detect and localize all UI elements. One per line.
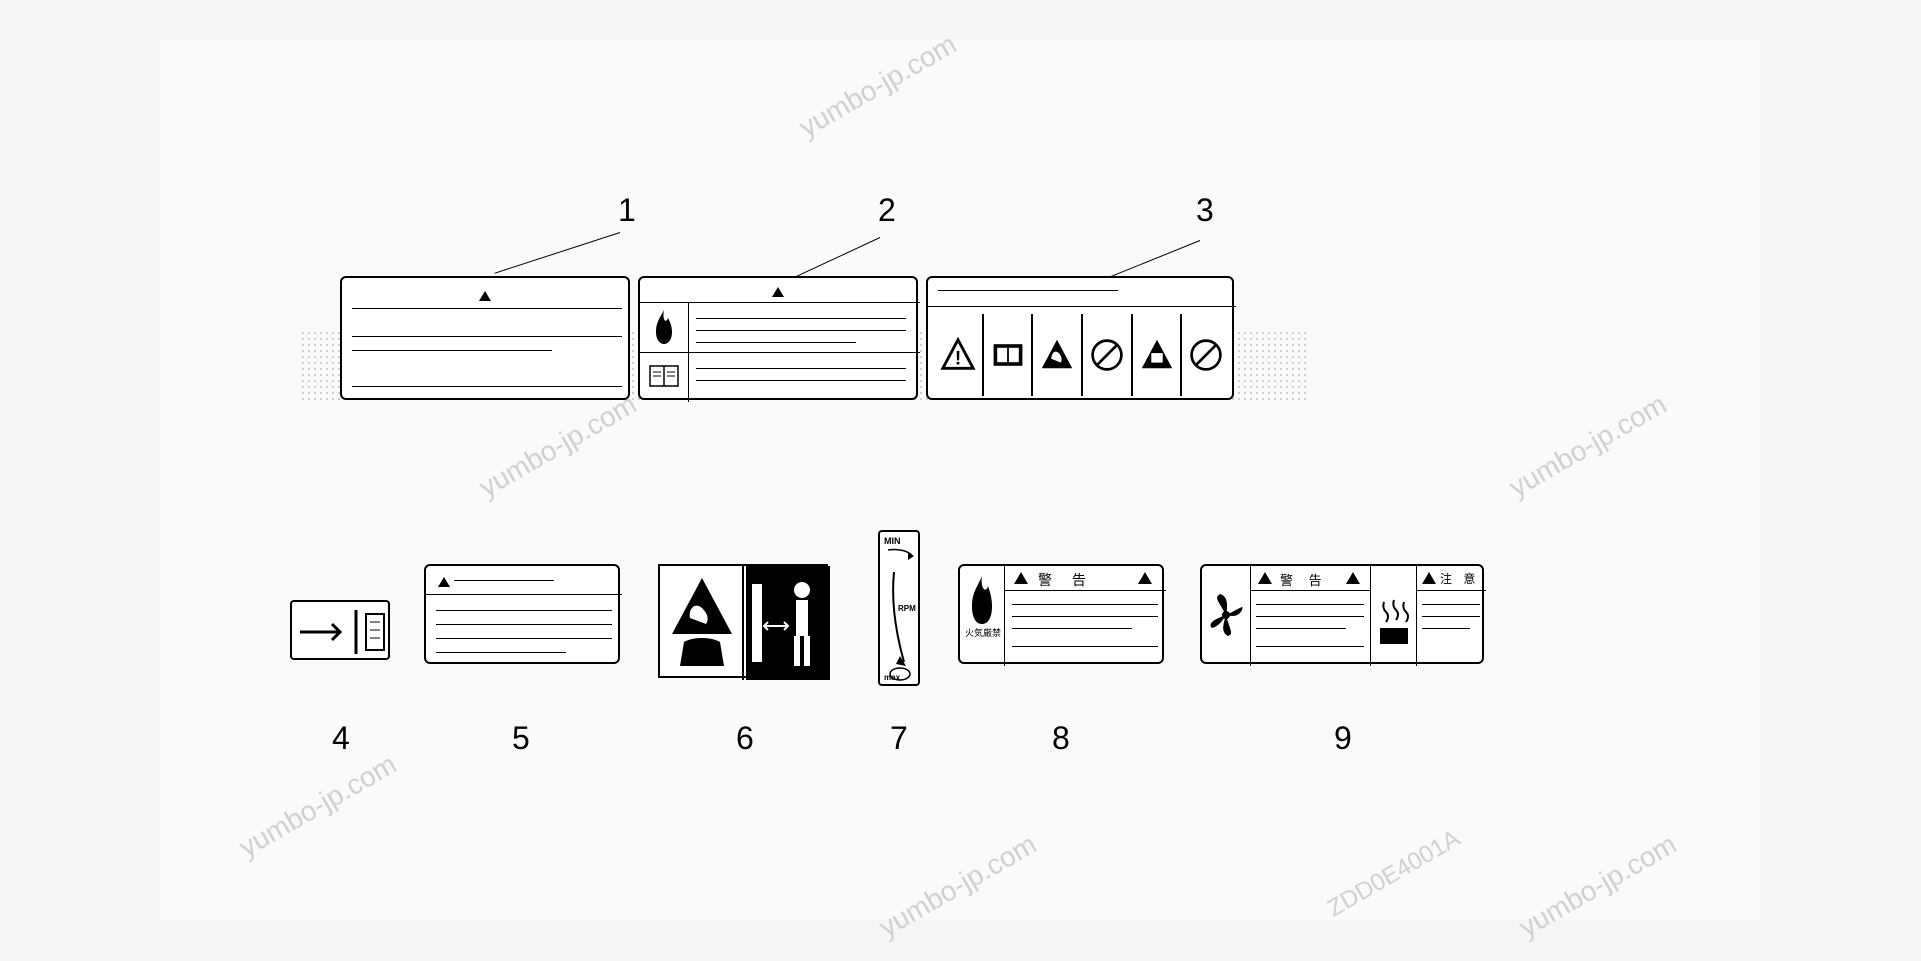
warning-triangle-2 xyxy=(772,284,784,302)
label-box-5 xyxy=(424,564,620,664)
label2-text5 xyxy=(696,380,906,381)
leader-line-1 xyxy=(494,232,620,274)
diagram-container: 1 2 3 xyxy=(160,40,1760,920)
label-number-9: 9 xyxy=(1334,720,1352,757)
label9-t4 xyxy=(1256,646,1364,647)
fire-icon xyxy=(648,308,680,346)
label-box-4 xyxy=(290,600,390,660)
label9-r3 xyxy=(1422,628,1470,629)
label9-vline2 xyxy=(1370,566,1371,666)
label-box-6 xyxy=(658,564,828,678)
label9-hline2 xyxy=(1416,590,1486,591)
label5-top xyxy=(454,580,554,581)
label8-tri2 xyxy=(1138,571,1152,589)
label-box-9: 警 告 注 意 xyxy=(1200,564,1484,664)
label8-t3 xyxy=(1012,628,1132,629)
label9-tri3 xyxy=(1422,571,1436,589)
label3-icons: ! xyxy=(934,314,1230,396)
label9-warning-text: 警 告 xyxy=(1280,570,1328,589)
label9-vline3 xyxy=(1416,566,1417,666)
label8-warning-text: 警 告 xyxy=(1038,570,1094,590)
label8-fire-text: 火気厳禁 xyxy=(964,628,1002,640)
label5-hline xyxy=(426,594,622,595)
label9-t1 xyxy=(1256,604,1364,605)
label2-text3 xyxy=(696,342,856,343)
label5-l3 xyxy=(436,638,612,639)
label9-vline1 xyxy=(1250,566,1251,666)
label8-hline xyxy=(1004,590,1166,591)
label-box-1 xyxy=(340,276,630,400)
label-box-3: ! xyxy=(926,276,1234,400)
label9-r2 xyxy=(1422,616,1480,617)
label5-l2 xyxy=(436,624,612,625)
label8-tri1 xyxy=(1014,571,1028,589)
label9-t3 xyxy=(1256,628,1346,629)
label7-rpm: RPM xyxy=(898,604,916,613)
label9-hline1 xyxy=(1250,590,1370,591)
label9-caution-text: 注 意 xyxy=(1440,570,1479,587)
label6-left xyxy=(660,566,744,680)
svg-text:!: ! xyxy=(955,349,961,370)
label-box-8: 警 告 火気厳禁 xyxy=(958,564,1164,664)
label-number-2: 2 xyxy=(878,192,896,229)
label2-text1 xyxy=(696,318,906,319)
label9-t2 xyxy=(1256,616,1364,617)
label2-text2 xyxy=(696,330,906,331)
label-number-3: 3 xyxy=(1196,192,1214,229)
warning-triangle-5 xyxy=(438,574,450,592)
label8-t2 xyxy=(1012,616,1158,617)
label1-line3 xyxy=(352,350,552,351)
label8-fire-icon xyxy=(966,574,998,626)
label3-text1 xyxy=(938,290,1118,291)
label6-right xyxy=(746,566,830,680)
warning-triangle-1 xyxy=(479,288,491,306)
label3-top xyxy=(928,306,1236,307)
label9-r1 xyxy=(1422,604,1480,605)
label9-tri1 xyxy=(1258,571,1272,589)
label2-text4 xyxy=(696,368,906,369)
label5-l1 xyxy=(436,610,612,611)
label-number-8: 8 xyxy=(1052,720,1070,757)
label8-t1 xyxy=(1012,604,1158,605)
label-number-6: 6 xyxy=(736,720,754,757)
label-number-4: 4 xyxy=(332,720,350,757)
label1-line2 xyxy=(352,336,622,337)
label-box-2 xyxy=(638,276,918,400)
label-number-7: 7 xyxy=(890,720,908,757)
part-code: ZDD0E4001A xyxy=(1323,825,1465,923)
label8-vline xyxy=(1004,566,1005,666)
leader-line-2 xyxy=(787,237,880,281)
label-number-1: 1 xyxy=(618,192,636,229)
label9-fan-icon xyxy=(1206,590,1246,640)
label1-line4 xyxy=(352,386,622,387)
label-number-5: 5 xyxy=(512,720,530,757)
label1-line1 xyxy=(352,308,622,309)
book-icon-2 xyxy=(648,360,680,392)
label8-t4 xyxy=(1012,646,1158,647)
label5-l4 xyxy=(436,652,566,653)
label2-hline xyxy=(640,302,920,303)
label9-tri2 xyxy=(1346,571,1360,589)
label9-hot-icon xyxy=(1376,594,1412,650)
label7-max: max xyxy=(884,673,900,682)
label2-mid xyxy=(640,352,920,353)
label-box-7: MIN RPM max xyxy=(878,530,920,686)
